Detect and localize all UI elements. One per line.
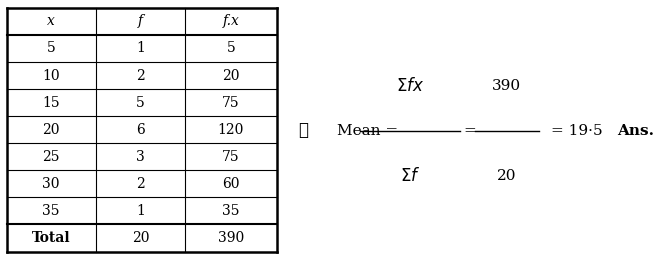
Text: 5: 5 [136,96,145,110]
Text: $\mathregular{\Sigma}$$\mathit{f}$: $\mathregular{\Sigma}$$\mathit{f}$ [400,167,420,184]
Text: =: = [464,124,477,138]
Text: 60: 60 [222,177,239,191]
Text: 3: 3 [136,150,145,164]
Text: 20: 20 [43,123,60,137]
Text: 120: 120 [217,123,244,137]
Text: 30: 30 [43,177,60,191]
Text: x: x [47,14,55,28]
Text: 390: 390 [492,79,522,94]
Text: 5: 5 [227,41,235,56]
Text: 5: 5 [47,41,55,56]
Text: 75: 75 [222,150,239,164]
Text: 20: 20 [222,69,239,83]
Text: 10: 10 [43,69,60,83]
Text: 2: 2 [136,177,145,191]
Text: Total: Total [32,231,71,245]
Text: 2: 2 [136,69,145,83]
Text: 15: 15 [43,96,60,110]
Text: Mean =: Mean = [337,124,398,138]
Text: Ans.: Ans. [617,124,654,138]
Text: 20: 20 [131,231,149,245]
Text: 6: 6 [136,123,145,137]
Text: 75: 75 [222,96,239,110]
Text: 1: 1 [136,41,145,56]
Text: f: f [138,14,143,28]
Text: 35: 35 [43,204,60,218]
Text: 25: 25 [43,150,60,164]
Text: 1: 1 [136,204,145,218]
Text: 20: 20 [497,168,517,183]
Text: f.x: f.x [223,14,239,28]
Text: 390: 390 [217,231,244,245]
Text: $\mathregular{\Sigma}$$\mathit{f}$$\mathit{x}$: $\mathregular{\Sigma}$$\mathit{f}$$\math… [396,78,424,95]
Text: 35: 35 [222,204,239,218]
Text: ∴: ∴ [299,123,308,139]
Text: = 19·5: = 19·5 [551,124,602,138]
